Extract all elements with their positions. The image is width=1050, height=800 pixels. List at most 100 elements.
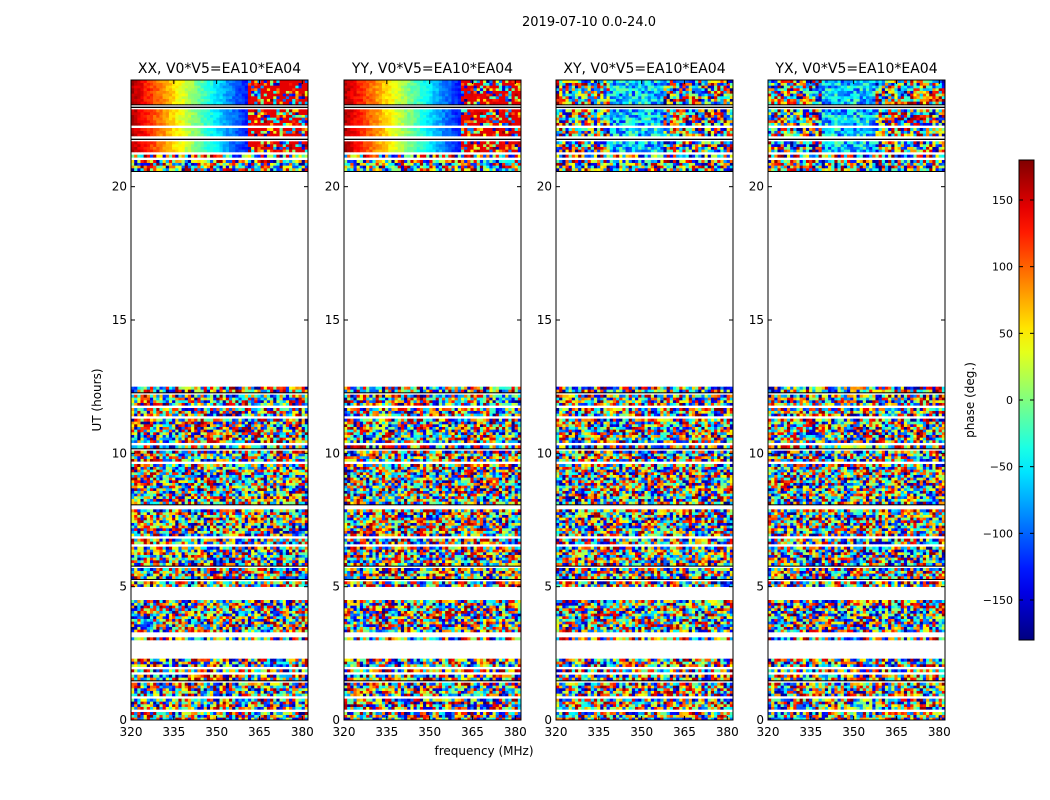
- phase-cell: [267, 677, 270, 680]
- phase-cell: [188, 712, 191, 715]
- phase-cell: [248, 707, 251, 710]
- phase-cell: [131, 661, 134, 664]
- phase-cell: [163, 629, 166, 632]
- phase-cell: [207, 704, 210, 707]
- phase-cell: [150, 619, 153, 622]
- phase-cell: [163, 707, 166, 710]
- phase-cell: [137, 715, 140, 718]
- phase-cell: [210, 661, 213, 664]
- phase-cell: [295, 627, 298, 630]
- phase-cell: [264, 688, 267, 691]
- phase-cell: [188, 613, 191, 616]
- phase-cell: [280, 664, 283, 667]
- phase-cell: [295, 619, 298, 622]
- phase-cell: [194, 661, 197, 664]
- phase-cell: [153, 616, 156, 619]
- phase-cell: [197, 659, 200, 662]
- phase-cell: [257, 688, 260, 691]
- phase-cell: [191, 704, 194, 707]
- phase-cell: [220, 712, 223, 715]
- phase-cell: [169, 616, 172, 619]
- phase-cell: [289, 669, 292, 672]
- phase-cell: [223, 701, 226, 704]
- phase-cell: [280, 677, 283, 680]
- phase-cell: [150, 691, 153, 694]
- phase-cell: [235, 691, 238, 694]
- phase-cell: [169, 624, 172, 627]
- phase-cell: [264, 704, 267, 707]
- phase-cell: [144, 611, 147, 614]
- phase-cell: [182, 701, 185, 704]
- phase-cell: [245, 669, 248, 672]
- phase-cell: [166, 624, 169, 627]
- phase-cell: [302, 677, 305, 680]
- phase-cell: [292, 621, 295, 624]
- phase-cell: [232, 704, 235, 707]
- phase-cell: [204, 675, 207, 678]
- phase-cell: [216, 627, 219, 630]
- phase-cell: [172, 683, 175, 686]
- phase-cell: [175, 664, 178, 667]
- phase-cell: [248, 712, 251, 715]
- phase-cell: [245, 688, 248, 691]
- phase-cell: [257, 619, 260, 622]
- phase-cell: [276, 624, 279, 627]
- phase-cell: [147, 637, 150, 640]
- phase-cell: [229, 637, 232, 640]
- phase-cell: [251, 659, 254, 662]
- phase-cell: [150, 629, 153, 632]
- phase-cell: [194, 693, 197, 696]
- phase-cell: [153, 688, 156, 691]
- phase-cell: [292, 691, 295, 694]
- phase-cell: [280, 619, 283, 622]
- phase-cell: [216, 691, 219, 694]
- phase-cell: [267, 683, 270, 686]
- phase-cell: [280, 659, 283, 662]
- phase-cell: [299, 712, 302, 715]
- phase-cell: [235, 712, 238, 715]
- phase-cell: [144, 613, 147, 616]
- phase-cell: [299, 701, 302, 704]
- phase-cell: [191, 621, 194, 624]
- phase-cell: [220, 629, 223, 632]
- phase-cell: [175, 619, 178, 622]
- phase-cell: [299, 621, 302, 624]
- phase-cell: [299, 693, 302, 696]
- phase-cell: [144, 704, 147, 707]
- phase-cell: [166, 664, 169, 667]
- phase-cell: [147, 683, 150, 686]
- phase-cell: [201, 616, 204, 619]
- phase-cell: [185, 701, 188, 704]
- phase-cell: [134, 608, 137, 611]
- phase-cell: [147, 621, 150, 624]
- phase-cell: [235, 616, 238, 619]
- phase-cell: [235, 627, 238, 630]
- phase-cell: [175, 627, 178, 630]
- phase-cell: [235, 637, 238, 640]
- phase-cell: [267, 715, 270, 718]
- phase-cell: [238, 616, 241, 619]
- phase-cell: [264, 707, 267, 710]
- phase-cell: [267, 675, 270, 678]
- phase-cell: [270, 627, 273, 630]
- phase-cell: [276, 715, 279, 718]
- phase-cell: [238, 715, 241, 718]
- phase-cell: [159, 688, 162, 691]
- phase-cell: [213, 712, 216, 715]
- phase-cell: [257, 627, 260, 630]
- phase-cell: [204, 661, 207, 664]
- phase-cell: [159, 619, 162, 622]
- phase-cell: [267, 637, 270, 640]
- phase-cell: [131, 675, 134, 678]
- phase-cell: [232, 619, 235, 622]
- phase-cell: [242, 621, 245, 624]
- phase-cell: [204, 704, 207, 707]
- phase-cell: [232, 691, 235, 694]
- phase-cell: [261, 624, 264, 627]
- phase-cell: [194, 637, 197, 640]
- phase-cell: [270, 701, 273, 704]
- phase-cell: [153, 707, 156, 710]
- phase-cell: [232, 712, 235, 715]
- phase-cell: [295, 685, 298, 688]
- phase-cell: [295, 701, 298, 704]
